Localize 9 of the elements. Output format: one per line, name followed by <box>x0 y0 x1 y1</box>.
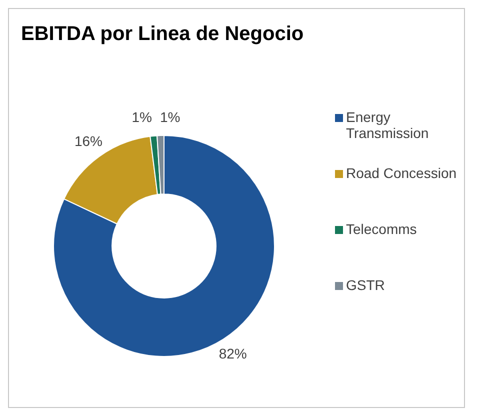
data-label: 1% <box>132 108 152 125</box>
legend-label: Road Concession <box>346 165 457 181</box>
data-label: 1% <box>160 108 180 125</box>
legend-label: Telecomms <box>346 221 417 237</box>
chart-title: EBITDA por Linea de Negocio <box>21 23 304 46</box>
legend-label: GSTR <box>346 277 385 293</box>
legend-label: Energy Transmission <box>346 109 430 141</box>
data-label: 16% <box>74 132 102 149</box>
data-label: 82% <box>218 345 247 362</box>
